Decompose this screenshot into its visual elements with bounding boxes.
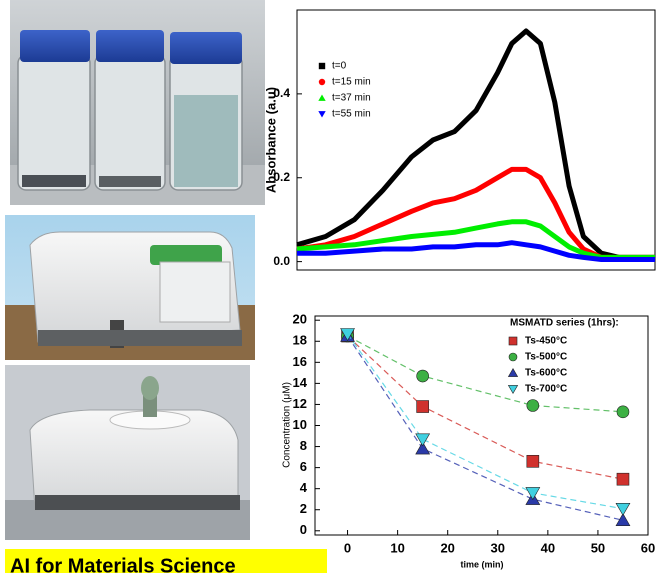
legend-marker (319, 79, 325, 85)
page: AI for Materials Science Absorbance (a.u… (0, 0, 661, 573)
plot-frame (315, 316, 648, 535)
marker (527, 399, 539, 411)
legend-label: Ts-450°C (525, 336, 567, 347)
legend-marker (509, 353, 517, 361)
y-tick-label: 0.0 (273, 254, 290, 268)
legend-marker (319, 63, 325, 69)
marker (617, 473, 629, 485)
x-tick-label: 60 (641, 540, 655, 555)
legend-label: t=55 min (332, 109, 371, 120)
y-axis-title: Concentration (μM) (282, 382, 293, 468)
legend-label: t=15 min (332, 77, 371, 88)
caption: AI for Materials Science (10, 555, 236, 573)
x-tick-label: 10 (390, 540, 404, 555)
x-tick-label: 20 (440, 540, 454, 555)
y-tick-label: 6 (300, 459, 307, 474)
ftir-photo (5, 365, 250, 540)
legend-label: t=37 min (332, 93, 371, 104)
y-tick-label: 10 (293, 417, 307, 432)
x-tick-label: 50 (591, 540, 605, 555)
legend-marker (509, 337, 517, 345)
plot-frame (297, 10, 655, 270)
marker (527, 455, 539, 467)
figure: AI for Materials Science Absorbance (a.u… (0, 0, 661, 573)
spectrometer-photo (5, 215, 255, 360)
legend-title: MSMATD series (1hrs): (510, 318, 619, 329)
y-tick-label: 18 (293, 333, 307, 348)
x-tick-label: 30 (491, 540, 505, 555)
legend-label: Ts-500°C (525, 352, 567, 363)
y-tick-label: 0.2 (273, 170, 290, 184)
vials-photo (10, 0, 265, 205)
y-tick-label: 0.4 (273, 86, 290, 100)
legend-label: Ts-600°C (525, 368, 567, 379)
x-tick-label: 40 (541, 540, 555, 555)
y-tick-label: 8 (300, 438, 307, 453)
y-tick-label: 4 (300, 480, 308, 495)
x-axis-title: time (min) (460, 559, 503, 569)
marker (617, 406, 629, 418)
marker (417, 401, 429, 413)
legend-label: Ts-700°C (525, 384, 567, 395)
y-tick-label: 12 (293, 396, 307, 411)
marker (417, 370, 429, 382)
y-tick-label: 16 (293, 354, 307, 369)
x-tick-label: 0 (344, 540, 351, 555)
y-tick-label: 14 (293, 375, 308, 390)
y-tick-label: 0 (300, 522, 307, 537)
y-tick-label: 2 (300, 501, 307, 516)
legend-label: t=0 (332, 61, 347, 72)
y-tick-label: 20 (293, 312, 307, 327)
